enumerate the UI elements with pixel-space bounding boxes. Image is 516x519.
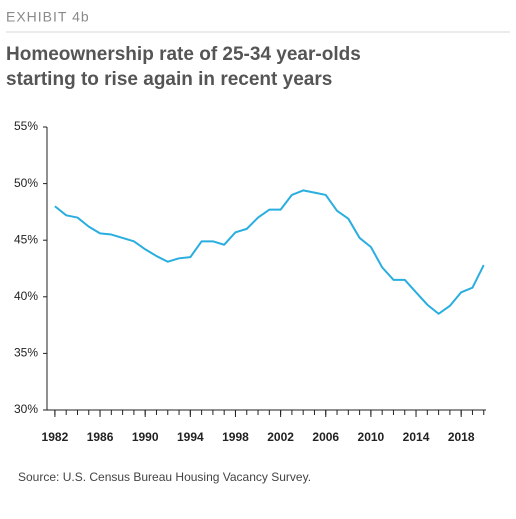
x-tick-label: 1982 — [42, 430, 69, 444]
chart-title: Homeownership rate of 25-34 year-olds — [6, 44, 361, 65]
x-tick-label: 1990 — [132, 430, 159, 444]
x-tick-label: 2010 — [358, 430, 385, 444]
x-tick-label: 2002 — [267, 430, 294, 444]
x-tick-label: 2014 — [403, 430, 430, 444]
source-note: Source: U.S. Census Bureau Housing Vacan… — [18, 470, 311, 484]
exhibit-label: EXHIBIT 4b — [6, 9, 90, 25]
x-tick-label: 1986 — [87, 430, 114, 444]
x-tick-label: 2006 — [312, 430, 339, 444]
data-line — [54, 189, 485, 315]
x-tick-label: 1994 — [177, 430, 204, 444]
y-tick-label: 40% — [14, 289, 38, 303]
y-tick-label: 45% — [14, 232, 38, 246]
y-tick-label: 30% — [14, 402, 38, 416]
x-tick-label: 2018 — [448, 430, 475, 444]
chart-title: starting to rise again in recent years — [6, 69, 332, 90]
y-tick-label: 55% — [14, 119, 38, 133]
y-tick-label: 35% — [14, 346, 38, 360]
y-tick-label: 50% — [14, 176, 38, 190]
x-tick-label: 1998 — [222, 430, 249, 444]
